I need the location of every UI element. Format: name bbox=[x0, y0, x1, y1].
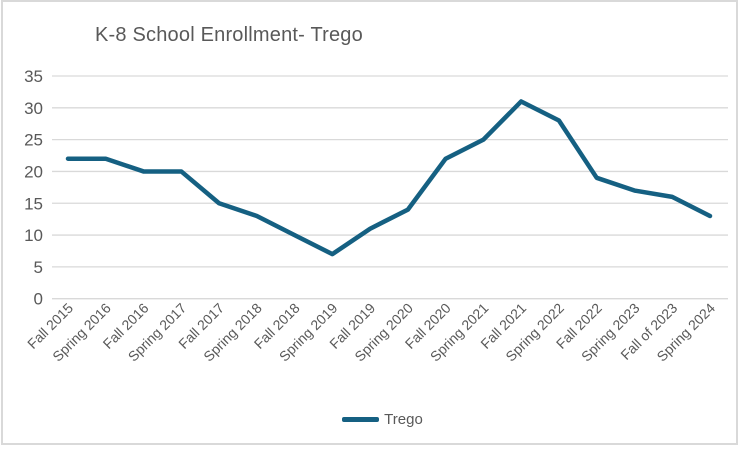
trego-series-line bbox=[65, 99, 713, 257]
legend-label: Trego bbox=[384, 411, 423, 428]
legend: Trego bbox=[0, 411, 751, 428]
y-axis-tick-label: 5 bbox=[34, 258, 43, 277]
y-axis-tick-label: 0 bbox=[34, 290, 43, 309]
legend-line-swatch bbox=[342, 417, 380, 422]
y-axis-tick-label: 20 bbox=[24, 162, 43, 181]
y-axis-tick-label: 25 bbox=[24, 131, 43, 150]
y-axis-tick-label: 30 bbox=[24, 99, 43, 118]
y-axis-tick-label: 35 bbox=[24, 67, 43, 86]
y-axis-tick-label: 10 bbox=[24, 226, 43, 245]
y-axis-tick-label: 15 bbox=[24, 194, 43, 213]
chart-border-rect bbox=[1, 0, 738, 445]
chart-title: K-8 School Enrollment- Trego bbox=[95, 24, 363, 46]
